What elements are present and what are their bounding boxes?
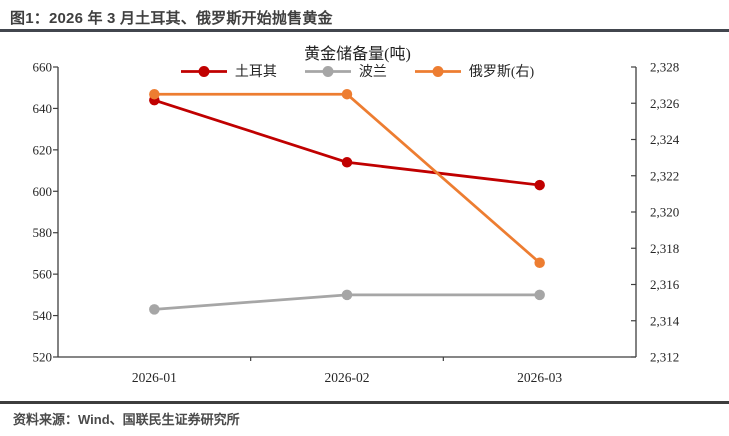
y-right-tick-label: 2,314 [650, 313, 680, 328]
chart-legend: 土耳其 波兰 俄罗斯(右) [0, 61, 715, 81]
x-tick-label: 2026-01 [132, 370, 177, 385]
y-left-tick-label: 600 [33, 184, 53, 199]
legend-marker-russia [414, 65, 461, 77]
source-divider [0, 401, 729, 404]
legend-item-turkey: 土耳其 [180, 61, 277, 81]
y-right-tick-label: 2,318 [650, 241, 679, 256]
figure-title: 图1：2026 年 3 月土耳其、俄罗斯开始抛售黄金 [10, 10, 333, 27]
legend-label-russia: 俄罗斯(右) [468, 65, 535, 80]
gold-reserves-line-chart: 520 540 560 580 600 620 640 660 2,312 2,314 2,316 2… [33, 60, 680, 386]
y-right-tick-label: 2,312 [650, 350, 679, 365]
series-line-turkey [152, 98, 542, 187]
x-tick-label: 2026-02 [325, 370, 370, 385]
source-note: 资料来源：Wind、国联民生证券研究所 [13, 412, 240, 427]
title-divider [0, 29, 729, 32]
data-point-poland-2026-01 [149, 304, 160, 315]
legend-label-poland: 波兰 [358, 65, 387, 80]
y-right-tick-label: 2,320 [650, 205, 679, 220]
data-point-russia-2026-01 [149, 88, 160, 100]
y-left-tick-label: 660 [33, 60, 53, 75]
data-point-poland-2026-02 [341, 289, 353, 301]
legend-item-russia: 俄罗斯(右) [414, 61, 535, 81]
data-point-turkey-2026-02 [341, 157, 353, 168]
y-right-tick-label: 2,316 [650, 277, 680, 292]
chart-title: 黄金储备量(吨) [304, 46, 411, 63]
data-point-russia-2026-02 [341, 88, 353, 100]
y-right-tick-label: 2,328 [650, 60, 679, 75]
y-left-tick-label: 540 [33, 308, 53, 323]
data-point-poland-2026-03 [534, 289, 545, 301]
y-right-tick-label: 2,322 [650, 168, 679, 183]
data-point-turkey-2026-03 [534, 179, 545, 191]
y-left-tick-label: 640 [33, 101, 53, 116]
data-point-russia-2026-03 [534, 257, 545, 268]
legend-marker-turkey [180, 65, 227, 77]
x-tick-label: 2026-03 [517, 370, 562, 385]
y-left-tick-label: 560 [33, 267, 53, 282]
legend-item-poland: 波兰 [304, 61, 387, 81]
y-left-tick-label: 520 [33, 350, 53, 365]
legend-label-turkey: 土耳其 [234, 65, 277, 80]
y-left-tick-label: 580 [33, 225, 53, 240]
y-right-tick-label: 2,326 [650, 96, 680, 111]
y-right-tick-label: 2,324 [650, 132, 680, 147]
legend-marker-poland [304, 65, 351, 77]
y-left-tick-label: 620 [33, 142, 53, 157]
